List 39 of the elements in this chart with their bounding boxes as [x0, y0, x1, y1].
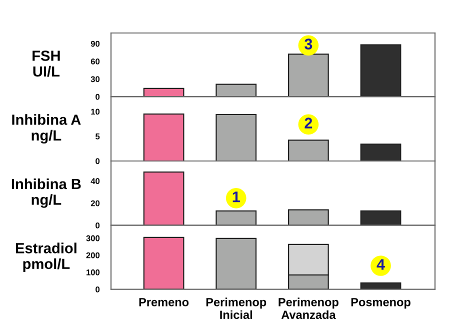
bar	[143, 113, 184, 161]
y-tick-label: 10	[91, 108, 100, 115]
y-axis-title: Inhibina A ng/L	[12, 114, 81, 144]
bar	[216, 238, 257, 290]
x-tick-label: Posmenop	[351, 298, 410, 309]
bar	[216, 210, 257, 226]
bar	[360, 44, 402, 97]
bar	[288, 209, 329, 226]
annotation: 3	[304, 38, 312, 50]
y-axis-title: FSH UI/L	[32, 50, 60, 77]
bar	[143, 236, 184, 290]
x-tick-label: Perimenop Inicial	[206, 298, 266, 320]
y-tick-label: 0	[96, 286, 100, 292]
bar	[288, 140, 329, 161]
annotation: 2	[304, 118, 312, 128]
y-tick-label: 90	[90, 40, 100, 47]
y-tick-label: 300	[86, 235, 100, 242]
y-tick-label: 0	[96, 94, 100, 100]
y-tick-label: 100	[86, 269, 100, 276]
x-tick-label: Perimenop Avanzada	[278, 298, 338, 320]
y-axis-title: Inhibina B ng/L	[12, 178, 81, 208]
y-tick-label: 200	[86, 252, 100, 258]
y-tick-label: 5	[96, 134, 100, 140]
bar	[143, 88, 184, 97]
y-tick-label: 20	[90, 200, 100, 206]
bar	[360, 144, 402, 161]
bar	[360, 210, 402, 226]
x-tick-label: Premeno	[139, 298, 189, 306]
y-axis-title: Estradiol pmol/L	[16, 242, 76, 272]
y-tick-label: 30	[90, 76, 100, 82]
bar	[216, 114, 257, 161]
y-tick-label: 0	[96, 222, 100, 228]
annotation: 1	[232, 192, 240, 202]
y-tick-label: 60	[90, 58, 100, 64]
y-tick-label: 40	[90, 178, 100, 184]
bar	[143, 172, 184, 226]
bar	[216, 84, 257, 97]
y-tick-label: 0	[96, 158, 100, 164]
annotation: 4	[376, 259, 385, 270]
